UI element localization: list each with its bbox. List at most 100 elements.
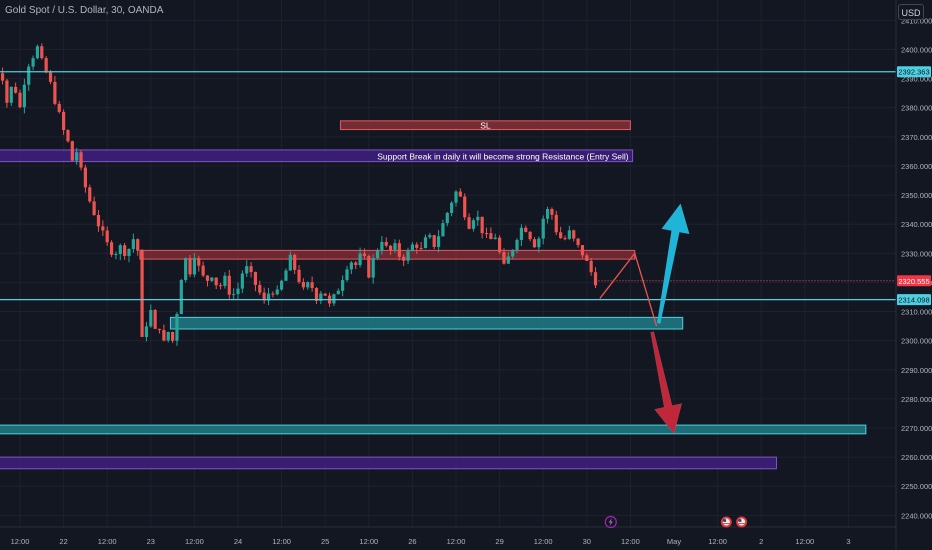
candle-body — [118, 245, 122, 255]
candle-body — [280, 280, 284, 290]
candle-body — [297, 269, 301, 283]
candle-body — [484, 233, 489, 235]
bullish-arrow[interactable] — [656, 203, 690, 324]
candle-body — [271, 293, 275, 295]
drawing-zones[interactable]: SL Support Break in daily it will become … — [0, 120, 867, 470]
candle-body — [354, 262, 358, 266]
currency-button[interactable]: USD — [898, 4, 924, 20]
candle-body — [389, 245, 393, 251]
event-markers[interactable] — [604, 515, 748, 529]
candle-body — [406, 251, 410, 261]
candle-body — [306, 282, 310, 288]
lightning-icon[interactable] — [604, 515, 617, 529]
candle-body — [262, 292, 266, 301]
candle-body — [323, 293, 327, 296]
candle-body — [585, 255, 589, 261]
candle-body — [214, 277, 218, 286]
candle-body — [467, 217, 471, 229]
candle-body — [205, 275, 210, 281]
projection-path[interactable] — [599, 251, 658, 327]
candle-body — [524, 227, 528, 232]
support-break-zone[interactable] — [0, 149, 634, 163]
candle-body — [471, 220, 476, 229]
support-line-badge[interactable] — [897, 294, 931, 306]
candle-body — [384, 241, 388, 246]
candle-body — [397, 243, 401, 257]
sl-zone[interactable] — [339, 120, 631, 131]
candle-body — [136, 239, 140, 251]
horizontal-lines[interactable] — [0, 71, 896, 301]
time-axis[interactable]: 12:00 22 12:00 23 12:00 24 12:00 25 12:00 26 12:00… — [0, 526, 896, 546]
projection-arrows[interactable] — [599, 203, 690, 435]
support-break-zone-label: Support Break in daily it will become st… — [377, 151, 628, 161]
candle-body — [314, 288, 319, 301]
candle-body — [35, 46, 40, 59]
candle-body — [415, 244, 419, 248]
candle-body — [528, 231, 532, 240]
target-zone-1[interactable] — [0, 424, 867, 435]
candle-body — [275, 289, 279, 295]
candle-body — [166, 331, 170, 341]
candle-body — [48, 72, 53, 82]
candle-body — [127, 249, 131, 256]
entry-resistance-zone[interactable] — [139, 249, 636, 260]
candle-body — [153, 310, 157, 329]
time-tick-label: 12:00 — [795, 537, 814, 546]
candle-body — [541, 218, 545, 239]
resistance-line-top-badge-label: 2392.363 — [898, 68, 929, 77]
candle-body — [428, 235, 432, 238]
bearish-arrow[interactable] — [650, 331, 683, 435]
time-tick-label: 12:00 — [708, 537, 727, 546]
candle-body — [79, 152, 83, 168]
candle-body — [402, 256, 406, 261]
candle-body — [144, 326, 149, 337]
time-tick-label: 12:00 — [11, 537, 30, 546]
flag-icon-canton — [738, 519, 742, 522]
current-price-badge[interactable] — [897, 275, 931, 287]
candle-body — [454, 191, 458, 203]
demand-zone[interactable] — [169, 316, 684, 330]
candle-body — [506, 256, 510, 264]
time-tick-label: 12:00 — [447, 537, 466, 546]
candle-body — [502, 252, 506, 264]
candle-body — [171, 331, 175, 341]
us-flag-icon[interactable] — [736, 516, 748, 528]
candle-body — [192, 257, 196, 275]
price-tick-label: 2300.000 — [901, 337, 932, 346]
candle-body — [445, 212, 449, 224]
price-tick-label: 2260.000 — [901, 453, 932, 462]
candle-body — [362, 253, 367, 256]
price-tick-label: 2400.000 — [901, 45, 932, 54]
price-tick-label: 2270.000 — [901, 424, 932, 433]
target-zone-2[interactable] — [0, 456, 777, 470]
price-tick-label: 2370.000 — [901, 133, 932, 142]
time-tick-label: 26 — [408, 537, 416, 546]
candle-body — [567, 230, 571, 239]
candle-body — [236, 288, 240, 295]
candle-body — [489, 233, 493, 240]
candle-body — [0, 73, 5, 81]
price-tick-label: 2390.000 — [901, 75, 932, 84]
time-tick-label: 30 — [583, 537, 591, 546]
candle-body — [476, 216, 480, 221]
candle-body — [96, 215, 101, 227]
candle-body — [515, 239, 519, 250]
candle-body — [75, 152, 79, 161]
candle-body — [27, 66, 31, 85]
flag-icon-canton — [723, 519, 727, 522]
us-flag-icon[interactable] — [720, 516, 732, 528]
candle-body — [393, 243, 397, 251]
candle-body — [31, 58, 35, 67]
candle-body — [240, 273, 244, 289]
time-tick-label: 12:00 — [534, 537, 553, 546]
candle-body — [227, 275, 231, 295]
price-axis[interactable]: 2410.000 2400.000 2390.000 2380.000 2370.000… — [895, 0, 932, 550]
candle-body — [310, 282, 314, 289]
candle-body — [493, 237, 497, 240]
candle-body — [14, 86, 18, 93]
resistance-line-top-badge[interactable] — [897, 66, 931, 78]
time-tick-label: 12:00 — [621, 537, 640, 546]
candle-body — [201, 265, 205, 276]
price-axis-bg — [896, 0, 932, 550]
